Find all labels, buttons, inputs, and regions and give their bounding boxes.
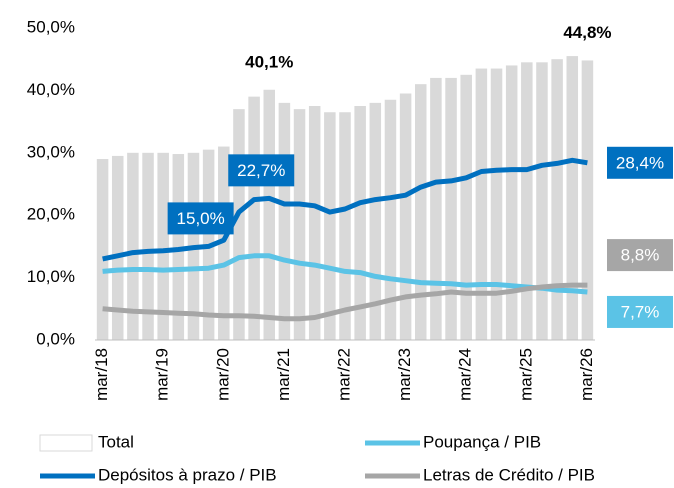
y-tick-label: 30,0% — [27, 142, 75, 161]
x-tick-label: mar/19 — [153, 348, 172, 401]
bar — [263, 89, 275, 340]
value-label-box — [228, 154, 295, 187]
bar — [384, 99, 397, 340]
legend-swatch — [39, 434, 93, 452]
bar — [96, 159, 109, 340]
bar — [445, 77, 457, 341]
bar — [369, 102, 382, 340]
bar — [233, 109, 245, 341]
y-tick-label: 0,0% — [36, 329, 75, 348]
bar — [505, 65, 518, 340]
value-label: 22,7% — [237, 161, 285, 180]
bar — [490, 68, 503, 340]
bar — [460, 74, 472, 341]
bar — [218, 146, 230, 340]
bar — [157, 152, 169, 340]
value-label: 40,1% — [245, 52, 293, 71]
line — [102, 282, 588, 322]
value-label-box — [607, 295, 673, 328]
bar — [293, 109, 306, 341]
legend-label: Poupança / PIB — [423, 432, 541, 451]
line — [102, 253, 588, 295]
value-label: 7,7% — [621, 302, 660, 321]
x-tick-label: mar/23 — [395, 348, 414, 401]
bar — [142, 152, 154, 340]
line — [102, 157, 588, 262]
legend-label: Letras de Crédito / PIB — [423, 465, 595, 484]
bar — [248, 96, 260, 340]
bar — [308, 106, 321, 340]
bar — [354, 106, 366, 340]
y-tick-label: 20,0% — [27, 205, 75, 224]
value-label: 44,8% — [563, 23, 611, 42]
x-tick-label: mar/21 — [274, 348, 293, 401]
x-tick-label: mar/25 — [516, 348, 535, 401]
bar — [551, 59, 563, 340]
y-tick-label: 50,0% — [27, 17, 75, 36]
value-label-box — [607, 146, 673, 179]
x-tick-label: mar/24 — [456, 348, 475, 401]
value-label: 28,4% — [616, 153, 664, 172]
y-tick-label: 40,0% — [27, 80, 75, 99]
legend-label: Total — [98, 432, 134, 451]
x-tick-label: mar/18 — [92, 348, 111, 401]
bar — [399, 93, 412, 341]
legend-label: Depósitos à prazo / PIB — [98, 465, 277, 484]
x-tick-label: mar/22 — [334, 348, 353, 401]
value-label-box — [607, 239, 673, 272]
bar — [536, 62, 548, 340]
bar — [127, 152, 139, 340]
bar — [324, 112, 336, 341]
bar — [521, 62, 533, 340]
bar — [430, 77, 442, 341]
y-tick-label: 10,0% — [27, 267, 75, 286]
value-label-box — [167, 202, 234, 235]
bar — [415, 84, 427, 340]
value-label: 15,0% — [177, 209, 225, 228]
bar — [475, 68, 488, 340]
bar — [278, 102, 291, 340]
x-tick-label: mar/26 — [577, 348, 596, 401]
value-label: 8,8% — [621, 246, 660, 265]
bar — [581, 60, 594, 341]
bar — [111, 155, 124, 340]
x-tick-label: mar/20 — [213, 348, 232, 401]
bar — [339, 112, 351, 341]
bar — [566, 56, 579, 341]
